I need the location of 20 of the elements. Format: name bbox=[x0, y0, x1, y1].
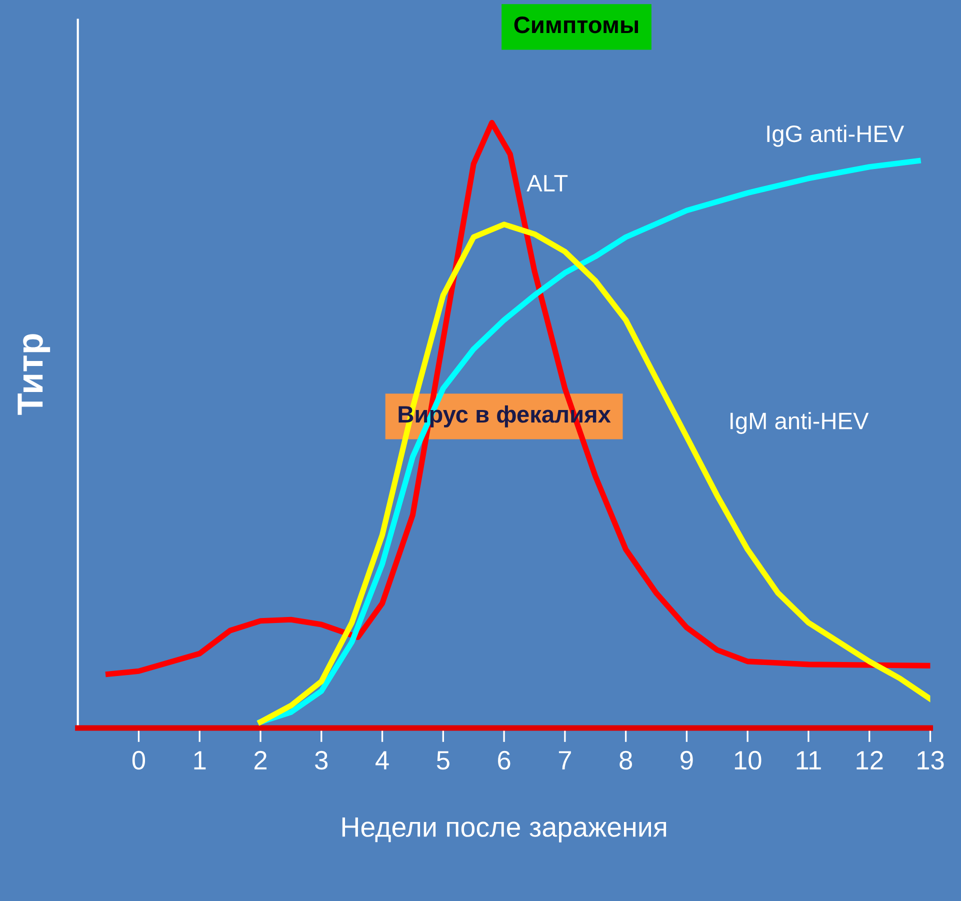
x-tick-label: 10 bbox=[734, 750, 762, 770]
x-tick-label: 12 bbox=[856, 750, 883, 770]
x-tick-label: 2 bbox=[254, 750, 267, 770]
x-tick-label: 5 bbox=[436, 751, 450, 770]
x-tick-label: 3 bbox=[315, 750, 328, 770]
text: Симптомы bbox=[514, 16, 638, 34]
x-tick-label: 9 bbox=[680, 750, 693, 770]
x-tick-label: 11 bbox=[796, 751, 821, 770]
series-label: ALT bbox=[526, 175, 568, 192]
x-tick-label: 6 bbox=[498, 750, 510, 770]
x-tick-label: 1 bbox=[194, 751, 206, 770]
y-axis-title: Титр bbox=[18, 334, 50, 415]
x-tick-label: 8 bbox=[620, 750, 632, 770]
x-axis-title: Недели после заражения bbox=[342, 818, 666, 842]
x-tick-label: 7 bbox=[558, 751, 571, 770]
x-tick-label: 13 bbox=[918, 750, 944, 770]
series-label: IgM anti-HEV bbox=[730, 412, 869, 434]
x-tick-label: 4 bbox=[376, 751, 389, 770]
x-tick-label: 0 bbox=[132, 750, 146, 770]
series-label: IgG anti-HEV bbox=[767, 124, 904, 147]
